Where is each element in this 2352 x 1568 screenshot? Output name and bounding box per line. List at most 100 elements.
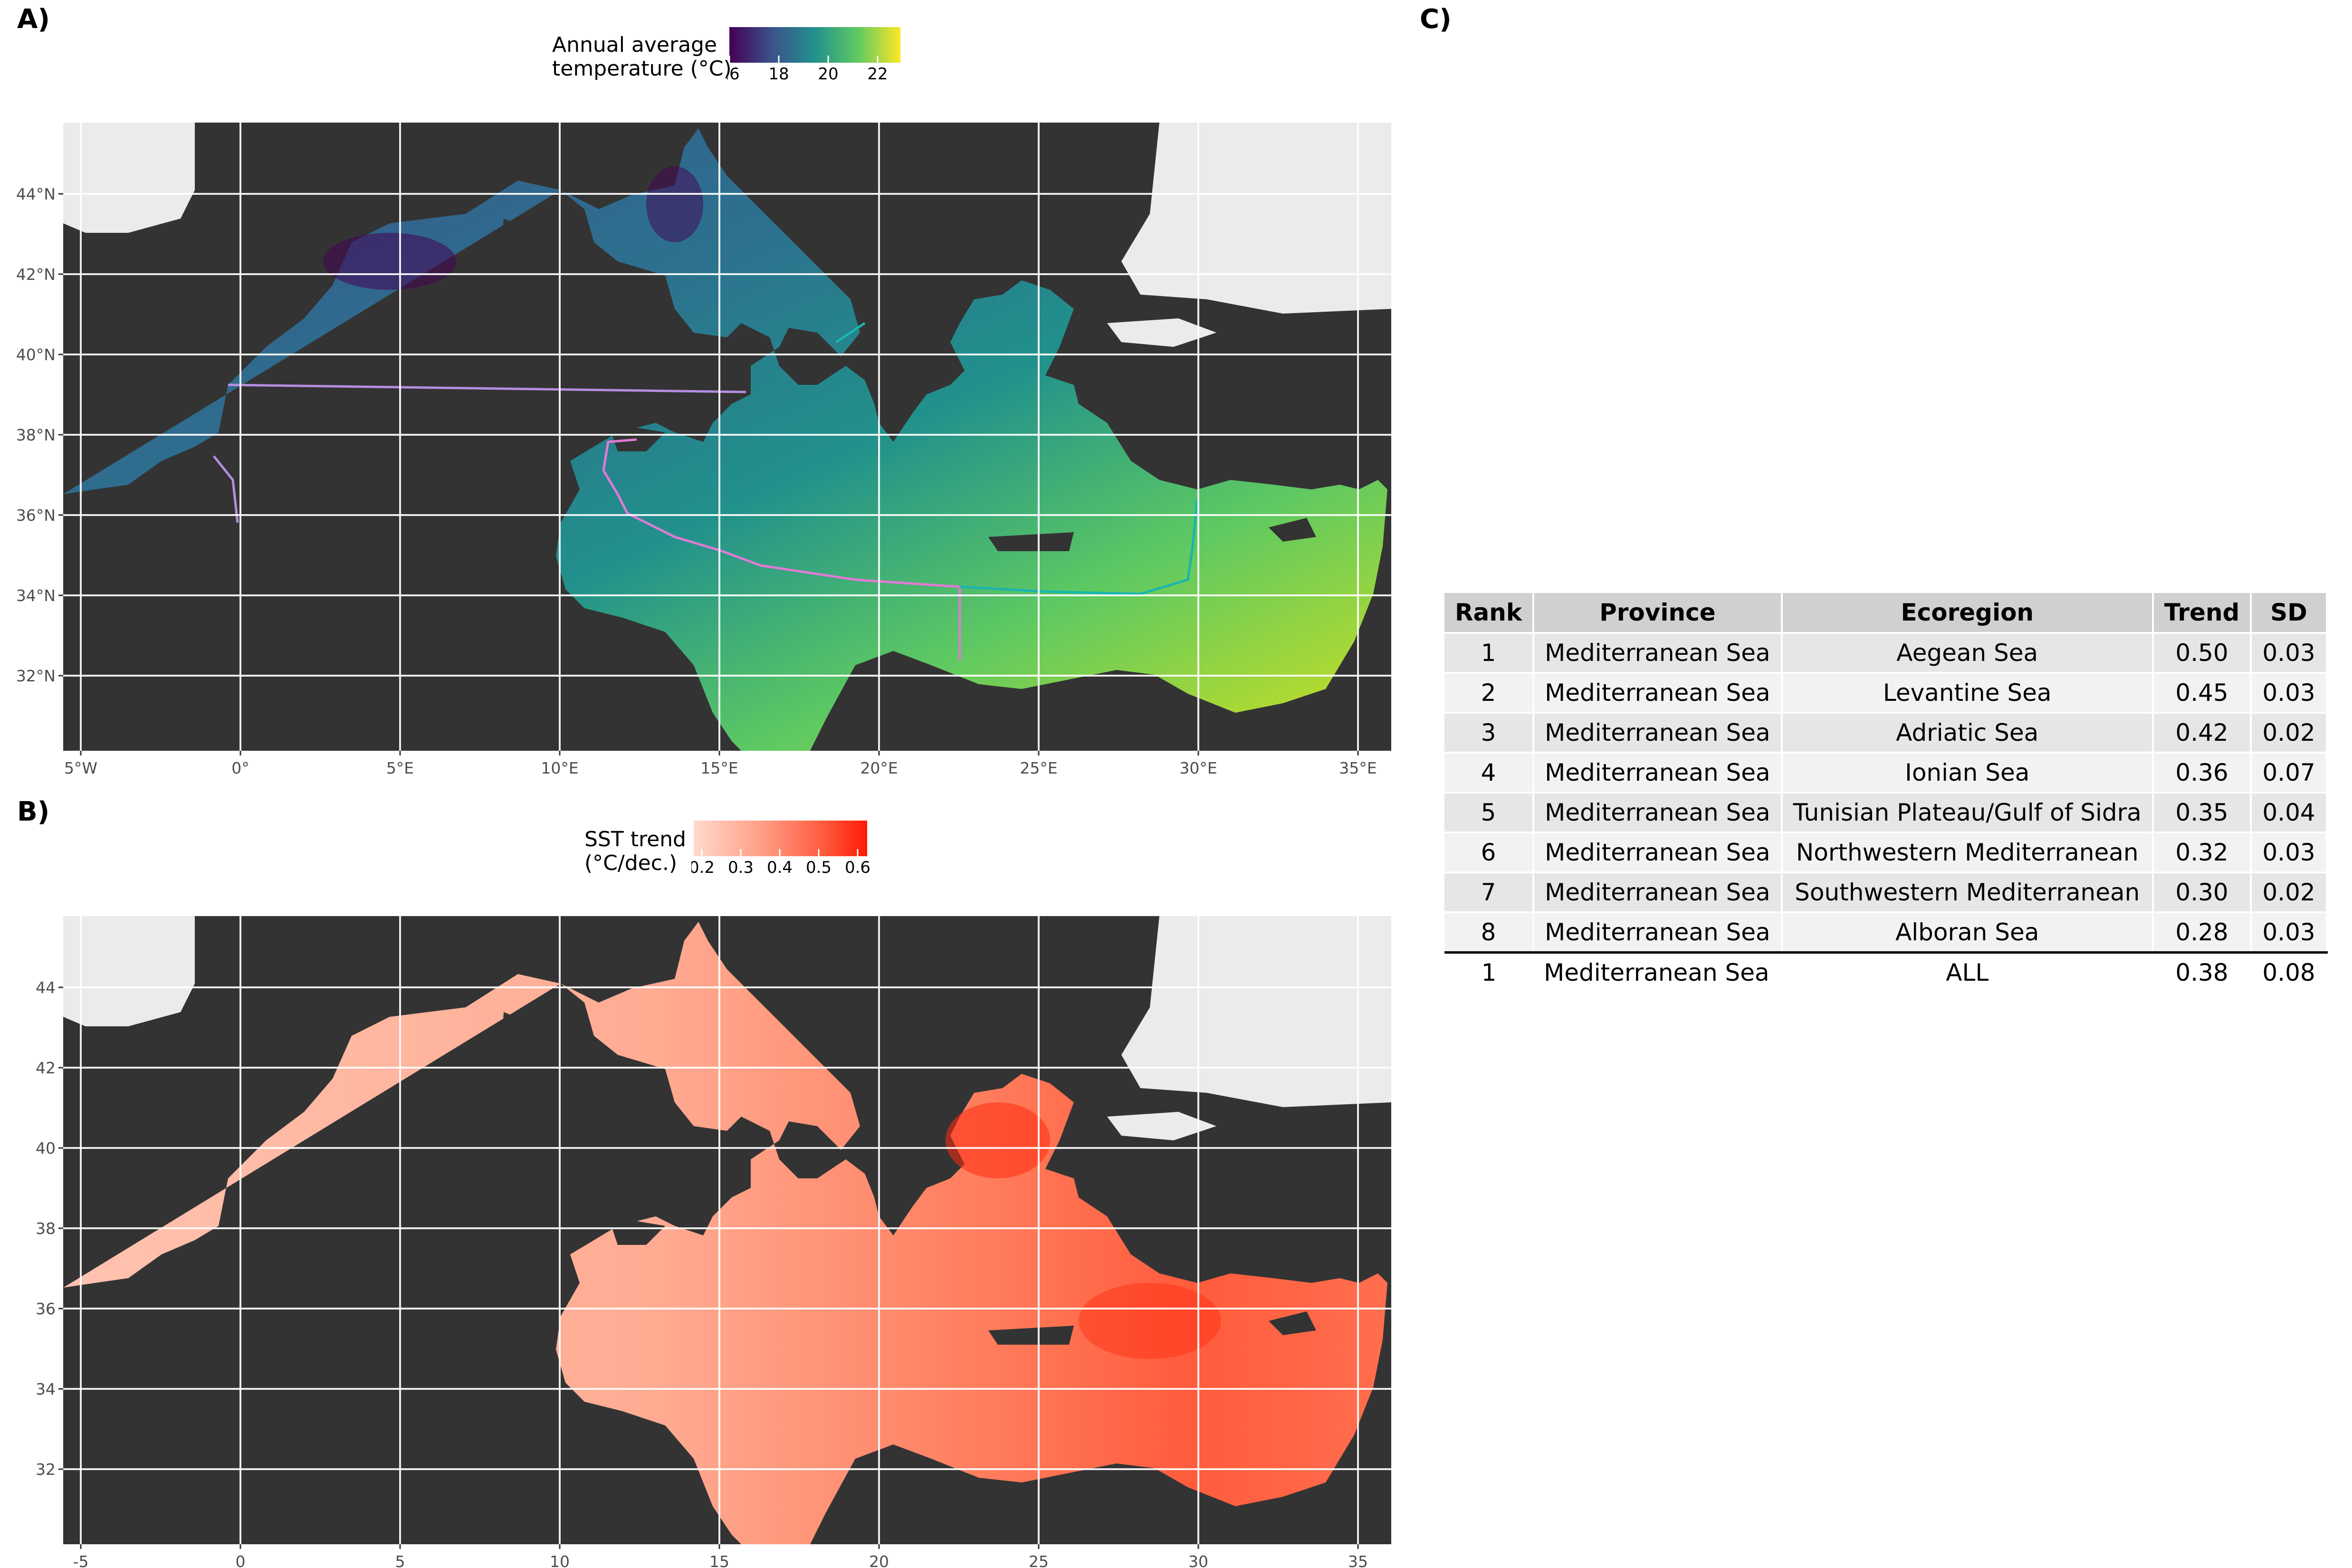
x-tick-label: 30 bbox=[1188, 1552, 1208, 1568]
table-cell: 7 bbox=[1444, 872, 1535, 913]
table-header-cell: Province bbox=[1533, 593, 1783, 634]
map-a-boundary-east bbox=[959, 498, 1199, 595]
table-cell: Mediterranean Sea bbox=[1533, 872, 1783, 913]
table-cell: 0.30 bbox=[2152, 872, 2252, 913]
map-b-outside-blacksea-corner bbox=[1107, 1112, 1216, 1140]
table-cell: 0.50 bbox=[2152, 633, 2252, 674]
map-b-island-sicily bbox=[608, 1216, 665, 1245]
y-tick-label: 32°N bbox=[16, 667, 56, 685]
map-b-island-sardinia bbox=[499, 1079, 523, 1150]
map-a-island-sicily bbox=[608, 423, 665, 451]
x-tick-label: 20 bbox=[869, 1552, 889, 1568]
x-tick-label: 25 bbox=[1029, 1552, 1049, 1568]
y-tick-label: 32 bbox=[36, 1460, 56, 1479]
table-total-row: 1 Mediterranean Sea ALL 0.38 0.08 bbox=[1444, 951, 2327, 992]
y-tick-label: 42 bbox=[36, 1059, 56, 1077]
table-cell: Mediterranean Sea bbox=[1533, 713, 1783, 754]
table-cell: 0.03 bbox=[2251, 673, 2328, 714]
legend-tick-label: 0.3 bbox=[728, 858, 754, 877]
table-row: 6 Mediterranean Sea Northwestern Mediterra… bbox=[1444, 832, 2328, 873]
map-a-cold-pool-adriatic bbox=[646, 166, 703, 242]
table-total-cell: 0.38 bbox=[2152, 951, 2251, 992]
x-tick-label: 35 bbox=[1348, 1552, 1368, 1568]
legend-a-colorbar: 16 18 20 22 bbox=[727, 27, 900, 84]
table-cell: Mediterranean Sea bbox=[1533, 753, 1783, 794]
map-a-island-balearic bbox=[314, 359, 347, 375]
table-cell: 4 bbox=[1444, 753, 1535, 794]
map-b-island-cyprus bbox=[1269, 1311, 1316, 1335]
x-tick-label: 5°W bbox=[64, 759, 97, 777]
x-tick-label: 10°E bbox=[541, 759, 578, 777]
map-b-island-balearic bbox=[314, 1152, 347, 1169]
table-header-cell: Ecoregion bbox=[1781, 593, 2154, 634]
table-row: 7 Mediterranean Sea Southwestern Mediterra… bbox=[1444, 872, 2328, 913]
table-cell: Ionian Sea bbox=[1781, 753, 2154, 794]
map-b-sst-trend: -5 0 5 10 15 20 25 30 35 44 42 40 38 36 34 32 bbox=[36, 916, 1391, 1568]
map-b-outside-nw bbox=[63, 916, 195, 1026]
y-tick-label: 36 bbox=[36, 1300, 56, 1318]
map-b-island-corsica bbox=[501, 1012, 518, 1074]
legend-tick-label: 0.2 bbox=[691, 858, 715, 877]
table-cell: Mediterranean Sea bbox=[1533, 673, 1783, 714]
table-cell: 6 bbox=[1444, 832, 1535, 873]
table-cell: Adriatic Sea bbox=[1781, 713, 2154, 754]
legend-b-title-line1: SST trend bbox=[584, 827, 686, 851]
y-tick-label: 44 bbox=[36, 978, 56, 997]
map-a-boundary-west bbox=[228, 383, 746, 393]
map-a-island-cyprus bbox=[1269, 518, 1316, 542]
table-cell: 1 bbox=[1444, 633, 1535, 674]
table-total-cell: Mediterranean Sea bbox=[1533, 951, 1782, 992]
legend-tick-label: 0.5 bbox=[806, 858, 832, 877]
y-tick-label: 42°N bbox=[16, 265, 56, 284]
table-cell: 0.04 bbox=[2251, 793, 2328, 833]
legend-tick-label: 18 bbox=[768, 65, 789, 84]
x-tick-label: 5°E bbox=[386, 759, 414, 777]
map-a-outside-nw bbox=[63, 123, 195, 233]
table-cell: 3 bbox=[1444, 713, 1535, 754]
table-cell: Northwestern Mediterranean bbox=[1781, 832, 2154, 873]
table-total-cell: 0.08 bbox=[2251, 951, 2327, 992]
y-tick-label: 34°N bbox=[16, 586, 56, 605]
table-row: 5 Mediterranean Sea Tunisian Plateau/Gulf … bbox=[1444, 793, 2328, 833]
table-header-cell: Rank bbox=[1444, 593, 1535, 634]
table-cell: 0.45 bbox=[2152, 673, 2252, 714]
y-tick-label: 40°N bbox=[16, 345, 56, 364]
x-tick-label: 25°E bbox=[1020, 759, 1057, 777]
map-a-boundary-central bbox=[602, 438, 960, 588]
panel-c-label: C) bbox=[1420, 4, 1452, 35]
x-tick-label: 0° bbox=[231, 759, 249, 777]
map-b-hotspot-levant bbox=[1079, 1283, 1221, 1359]
table-cell: Mediterranean Sea bbox=[1533, 793, 1783, 833]
table-cell: 0.28 bbox=[2152, 912, 2252, 954]
x-tick-label: 15 bbox=[709, 1552, 729, 1568]
x-tick-label: -5 bbox=[73, 1552, 89, 1568]
y-tick-label: 34 bbox=[36, 1380, 56, 1398]
map-a-island-crete bbox=[988, 532, 1074, 551]
y-tick-label: 38 bbox=[36, 1219, 56, 1238]
table-total-cell: 1 bbox=[1444, 951, 1534, 992]
map-a-island-sardinia bbox=[499, 285, 523, 356]
table-cell: Mediterranean Sea bbox=[1533, 832, 1783, 873]
x-tick-label: 30°E bbox=[1179, 759, 1217, 777]
table-total-cell: ALL bbox=[1781, 951, 2153, 992]
legend-a-title-line2: temperature (°C) bbox=[552, 57, 732, 81]
map-a-boundary-alboran bbox=[213, 455, 239, 523]
y-tick-label: 44°N bbox=[16, 185, 56, 203]
map-a-temperature: 5°W 0° 5°E 10°E 15°E 20°E 25°E 30°E 35°E 44°N 42°N… bbox=[16, 123, 1391, 777]
legend-a-title-line1: Annual average bbox=[552, 33, 717, 57]
map-a-outside-blacksea-corner bbox=[1107, 318, 1216, 347]
table-cell: 0.36 bbox=[2152, 753, 2252, 794]
x-tick-label: 10 bbox=[550, 1552, 570, 1568]
table-cell: 0.07 bbox=[2251, 753, 2328, 794]
table-cell: Mediterranean Sea bbox=[1533, 912, 1783, 954]
table-cell: 0.42 bbox=[2152, 713, 2252, 754]
table-cell: 0.35 bbox=[2152, 793, 2252, 833]
legend-b-title: SST trend (°C/dec.) bbox=[584, 828, 686, 875]
panel-a-label: A) bbox=[17, 4, 50, 35]
table-cell: Aegean Sea bbox=[1781, 633, 2154, 674]
table-cell: Tunisian Plateau/Gulf of Sidra bbox=[1781, 793, 2154, 833]
x-tick-label: 0 bbox=[236, 1552, 246, 1568]
table-cell: 0.02 bbox=[2251, 713, 2328, 754]
legend-tick-label: 22 bbox=[867, 65, 888, 84]
legend-b-colorbar: 0.2 0.3 0.4 0.5 0.6 bbox=[691, 821, 870, 877]
